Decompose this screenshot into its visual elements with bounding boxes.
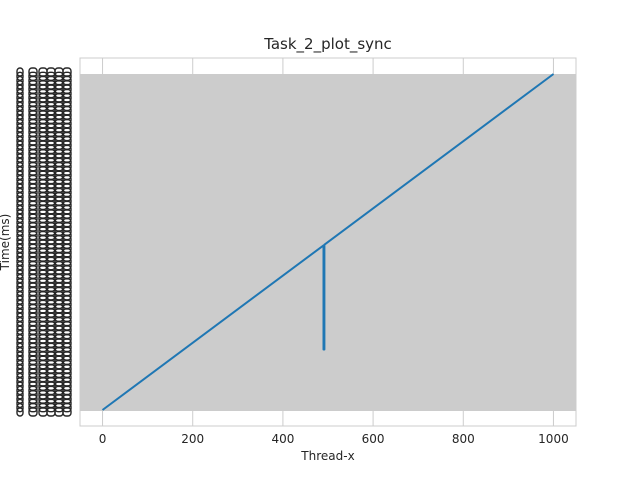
x-tick-label: 0 [99,432,107,446]
y-axis-label: Time(ms) [0,214,12,272]
y-tick-glyph [28,402,38,413]
series-line [101,73,555,411]
x-tick-label: 200 [181,432,204,446]
y-tick-glyph [62,402,72,413]
chart-title: Task_2_plot_sync [263,35,392,54]
x-tick-label: 600 [362,432,385,446]
y-tick-glyph [16,402,24,413]
x-tick-label: 800 [452,432,475,446]
x-axis-label: Thread-x [300,449,354,463]
x-tick-labels: 0 200 400 600 800 1000 [99,432,569,446]
y-tick-glyph [62,407,72,417]
x-tick-label: 400 [271,432,294,446]
y-tick-glyph [16,407,24,417]
x-tick-label: 1000 [538,432,569,446]
y-tick-glyph [28,407,38,417]
y-tick-labels-overlapping [16,67,72,417]
x-gridlines [102,58,554,426]
